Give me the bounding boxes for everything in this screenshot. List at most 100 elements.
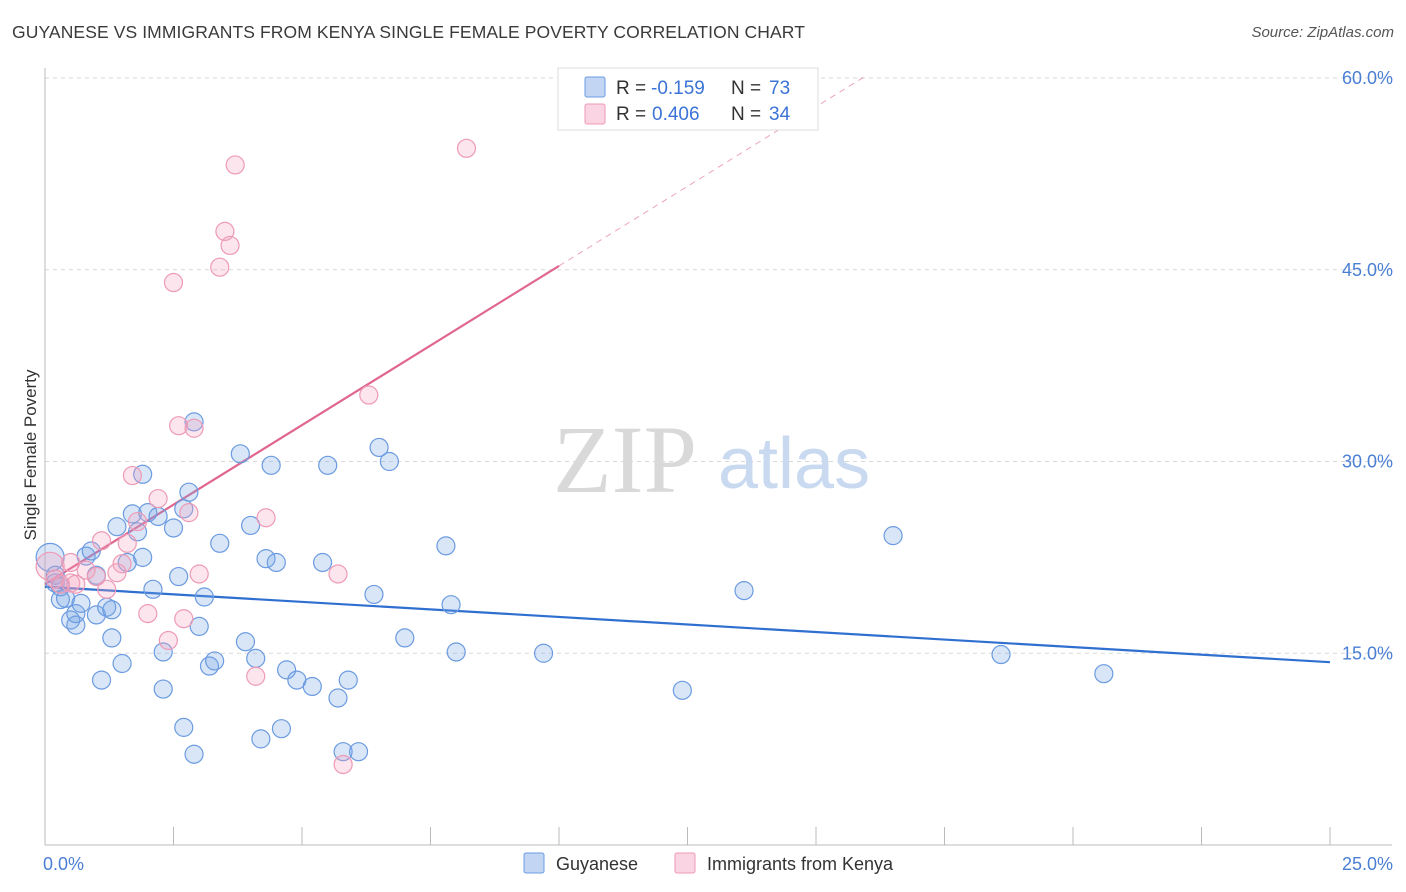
point-guyanese-36 xyxy=(184,744,204,764)
bottom-legend-swatch-guyanese xyxy=(523,852,545,874)
point-guyanese-62 xyxy=(379,451,399,472)
point-guyanese-46 xyxy=(251,729,271,749)
point-kenya-16 xyxy=(148,488,168,509)
y-tick-label-30: 30.0% xyxy=(1342,452,1393,472)
point-guyanese-30 xyxy=(163,518,184,538)
point-guyanese-70 xyxy=(883,526,903,546)
point-guyanese-49 xyxy=(266,552,286,573)
point-guyanese-69 xyxy=(734,581,754,601)
point-kenya-18 xyxy=(163,272,184,293)
point-guyanese-72 xyxy=(1094,664,1114,684)
point-guyanese-48 xyxy=(261,455,281,475)
point-kenya-14 xyxy=(127,511,148,532)
point-kenya-24 xyxy=(210,257,230,277)
legend-r-value-2: 0.406 xyxy=(652,104,700,125)
legend-box xyxy=(557,67,819,131)
point-guyanese-23 xyxy=(133,464,153,484)
point-kenya-27 xyxy=(225,155,245,175)
data-points xyxy=(35,138,1114,775)
point-guyanese-42 xyxy=(230,444,250,464)
point-kenya-19 xyxy=(169,416,189,436)
point-kenya-8 xyxy=(91,531,112,551)
point-guyanese-45 xyxy=(246,648,266,668)
point-guyanese-12 xyxy=(86,605,107,625)
point-kenya-21 xyxy=(179,503,199,523)
legend-swatch-kenya xyxy=(584,103,606,125)
watermark-zip: ZIP xyxy=(553,406,697,513)
point-guyanese-51 xyxy=(276,660,297,680)
point-kenya-29 xyxy=(256,508,276,528)
trend-line-kenya xyxy=(44,264,560,586)
point-guyanese-16 xyxy=(102,628,122,648)
point-guyanese-67 xyxy=(533,643,554,663)
legend-swatch-guyanese xyxy=(584,76,606,98)
y-tick-labels: 15.0% 30.0% 45.0% 60.0% xyxy=(1342,68,1393,663)
point-kenya-5 xyxy=(66,574,86,594)
point-guyanese-41 xyxy=(210,533,230,553)
point-guyanese-50 xyxy=(271,719,292,739)
point-kenya-11 xyxy=(112,554,132,574)
point-kenya-10 xyxy=(107,563,127,583)
point-guyanese-18 xyxy=(107,517,127,537)
point-kenya-6 xyxy=(76,560,96,580)
point-guyanese-61 xyxy=(369,437,389,458)
point-guyanese-34 xyxy=(179,482,199,502)
point-kenya-30 xyxy=(328,564,348,584)
grid-lines xyxy=(45,77,1392,654)
point-kenya-31 xyxy=(333,754,353,775)
point-guyanese-66 xyxy=(446,642,466,662)
correlation-legend: R = -0.159 N = 73 R = 0.406 N = 34 xyxy=(557,67,819,131)
trend-line-guyanese xyxy=(44,585,1331,664)
point-guyanese-53 xyxy=(302,676,322,697)
point-kenya-2 xyxy=(50,574,71,594)
y-tick-label-15: 15.0% xyxy=(1342,643,1393,663)
point-guyanese-6 xyxy=(61,610,81,630)
point-kenya-33 xyxy=(456,138,477,158)
point-guyanese-40 xyxy=(205,651,225,671)
point-kenya-7 xyxy=(86,566,107,587)
chart-title: GUYANESE VS IMMIGRANTS FROM KENYA SINGLE… xyxy=(12,22,806,42)
point-guyanese-59 xyxy=(348,742,369,762)
y-axis-title: Single Female Poverty xyxy=(21,369,40,541)
point-guyanese-24 xyxy=(133,547,153,567)
point-guyanese-58 xyxy=(338,670,358,690)
point-kenya-17 xyxy=(158,630,178,651)
point-guyanese-26 xyxy=(143,579,163,599)
x-tick-label-max: 25.0% xyxy=(1342,854,1393,874)
point-guyanese-17 xyxy=(102,600,122,620)
point-kenya-32 xyxy=(359,385,379,405)
watermark-atlas: atlas xyxy=(718,424,870,504)
point-guyanese-27 xyxy=(148,506,168,527)
legend-r-label-2: R = xyxy=(616,104,646,125)
point-kenya-9 xyxy=(97,579,117,599)
y-tick-label-45: 45.0% xyxy=(1342,260,1393,280)
axes xyxy=(44,68,1392,846)
point-kenya-22 xyxy=(184,418,204,438)
legend-n-value-2: 34 xyxy=(769,104,791,125)
point-guyanese-68 xyxy=(672,680,692,700)
point-kenya-3 xyxy=(61,552,81,573)
point-guyanese-37 xyxy=(189,616,209,637)
point-guyanese-7 xyxy=(66,615,86,635)
point-guyanese-44 xyxy=(241,515,261,536)
point-guyanese-29 xyxy=(153,642,173,662)
point-guyanese-39 xyxy=(199,656,220,676)
point-guyanese-65 xyxy=(441,595,461,615)
source-label: Source: ZipAtlas.com xyxy=(1251,24,1394,41)
point-kenya-15 xyxy=(138,604,158,624)
point-guyanese-60 xyxy=(364,584,384,605)
legend-n-value-1: 73 xyxy=(769,78,790,99)
point-kenya-13 xyxy=(122,465,142,486)
x-tick-label-min: 0.0% xyxy=(43,854,84,874)
point-guyanese-56 xyxy=(328,688,348,708)
series-legend: Guyanese Immigrants from Kenya xyxy=(523,852,894,874)
point-guyanese-35 xyxy=(184,412,204,432)
point-kenya-12 xyxy=(117,533,137,553)
watermark: ZIP atlas xyxy=(553,406,870,513)
point-guyanese-33 xyxy=(174,717,194,737)
point-guyanese-54 xyxy=(312,552,333,573)
legend-r-value-1: -0.159 xyxy=(651,78,705,99)
point-kenya-1 xyxy=(45,569,65,589)
point-guyanese-71 xyxy=(991,644,1011,665)
